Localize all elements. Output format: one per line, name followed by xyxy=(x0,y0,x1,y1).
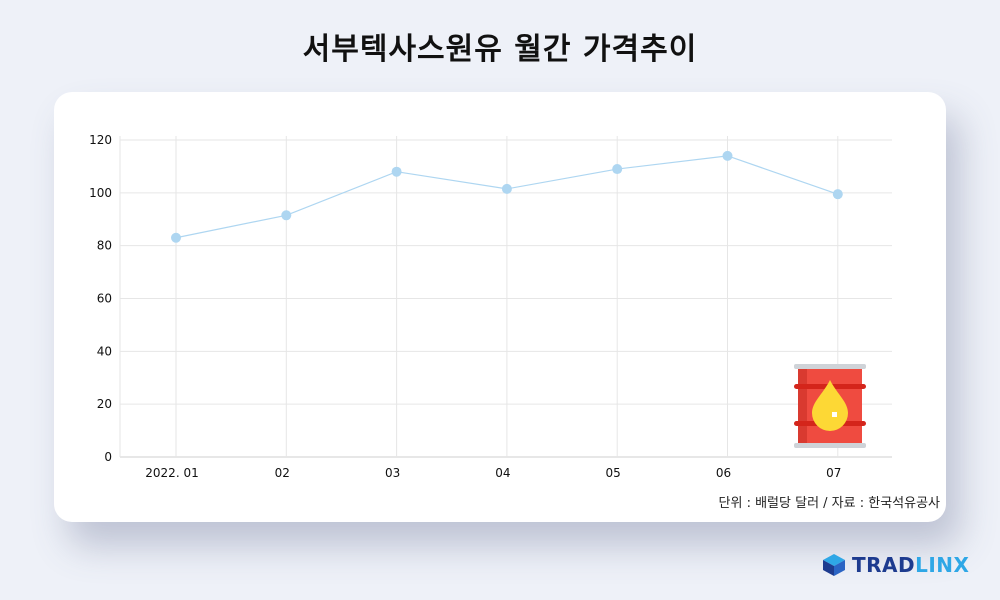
source-note: 단위 : 배럴당 달러 / 자료 : 한국석유공사 xyxy=(718,496,940,511)
series-points xyxy=(171,150,843,243)
y-tick-label: 20 xyxy=(97,397,112,411)
brand-name-part2: LINX xyxy=(915,553,970,577)
chart-title: 서부텍사스원유 월간 가격추이 xyxy=(302,32,698,67)
data-point xyxy=(832,189,843,200)
oil-barrel-icon xyxy=(794,364,866,448)
y-tick-label: 60 xyxy=(97,292,112,306)
y-axis-ticks: 0 20 40 60 80 100 120 xyxy=(89,133,112,464)
x-tick-label: 05 xyxy=(606,466,621,480)
x-tick-label: 04 xyxy=(495,466,510,480)
x-tick-label: 02 xyxy=(275,466,290,480)
brand-logo: TRADLINX xyxy=(822,552,969,578)
y-tick-label: 0 xyxy=(104,450,112,464)
y-tick-label: 80 xyxy=(97,239,112,253)
x-axis-ticks: 2022. 01 02 03 04 05 06 07 xyxy=(145,466,841,480)
x-tick-label: 2022. 01 xyxy=(145,466,198,480)
brand-name: TRADLINX xyxy=(852,553,969,577)
tradlinx-cube-icon xyxy=(823,554,845,576)
data-point xyxy=(391,166,402,177)
chart-grid xyxy=(119,136,892,458)
x-tick-label: 06 xyxy=(716,466,731,480)
y-tick-label: 40 xyxy=(97,344,112,358)
y-tick-label: 100 xyxy=(89,186,112,200)
x-tick-label: 03 xyxy=(385,466,400,480)
data-point xyxy=(281,210,292,221)
data-point xyxy=(722,150,733,161)
x-tick-label: 07 xyxy=(826,466,841,480)
y-tick-label: 120 xyxy=(89,133,112,147)
data-point xyxy=(501,183,512,194)
chart-card xyxy=(54,92,946,522)
data-point xyxy=(612,164,623,175)
data-point xyxy=(171,232,181,243)
brand-name-part1: TRAD xyxy=(852,553,916,577)
